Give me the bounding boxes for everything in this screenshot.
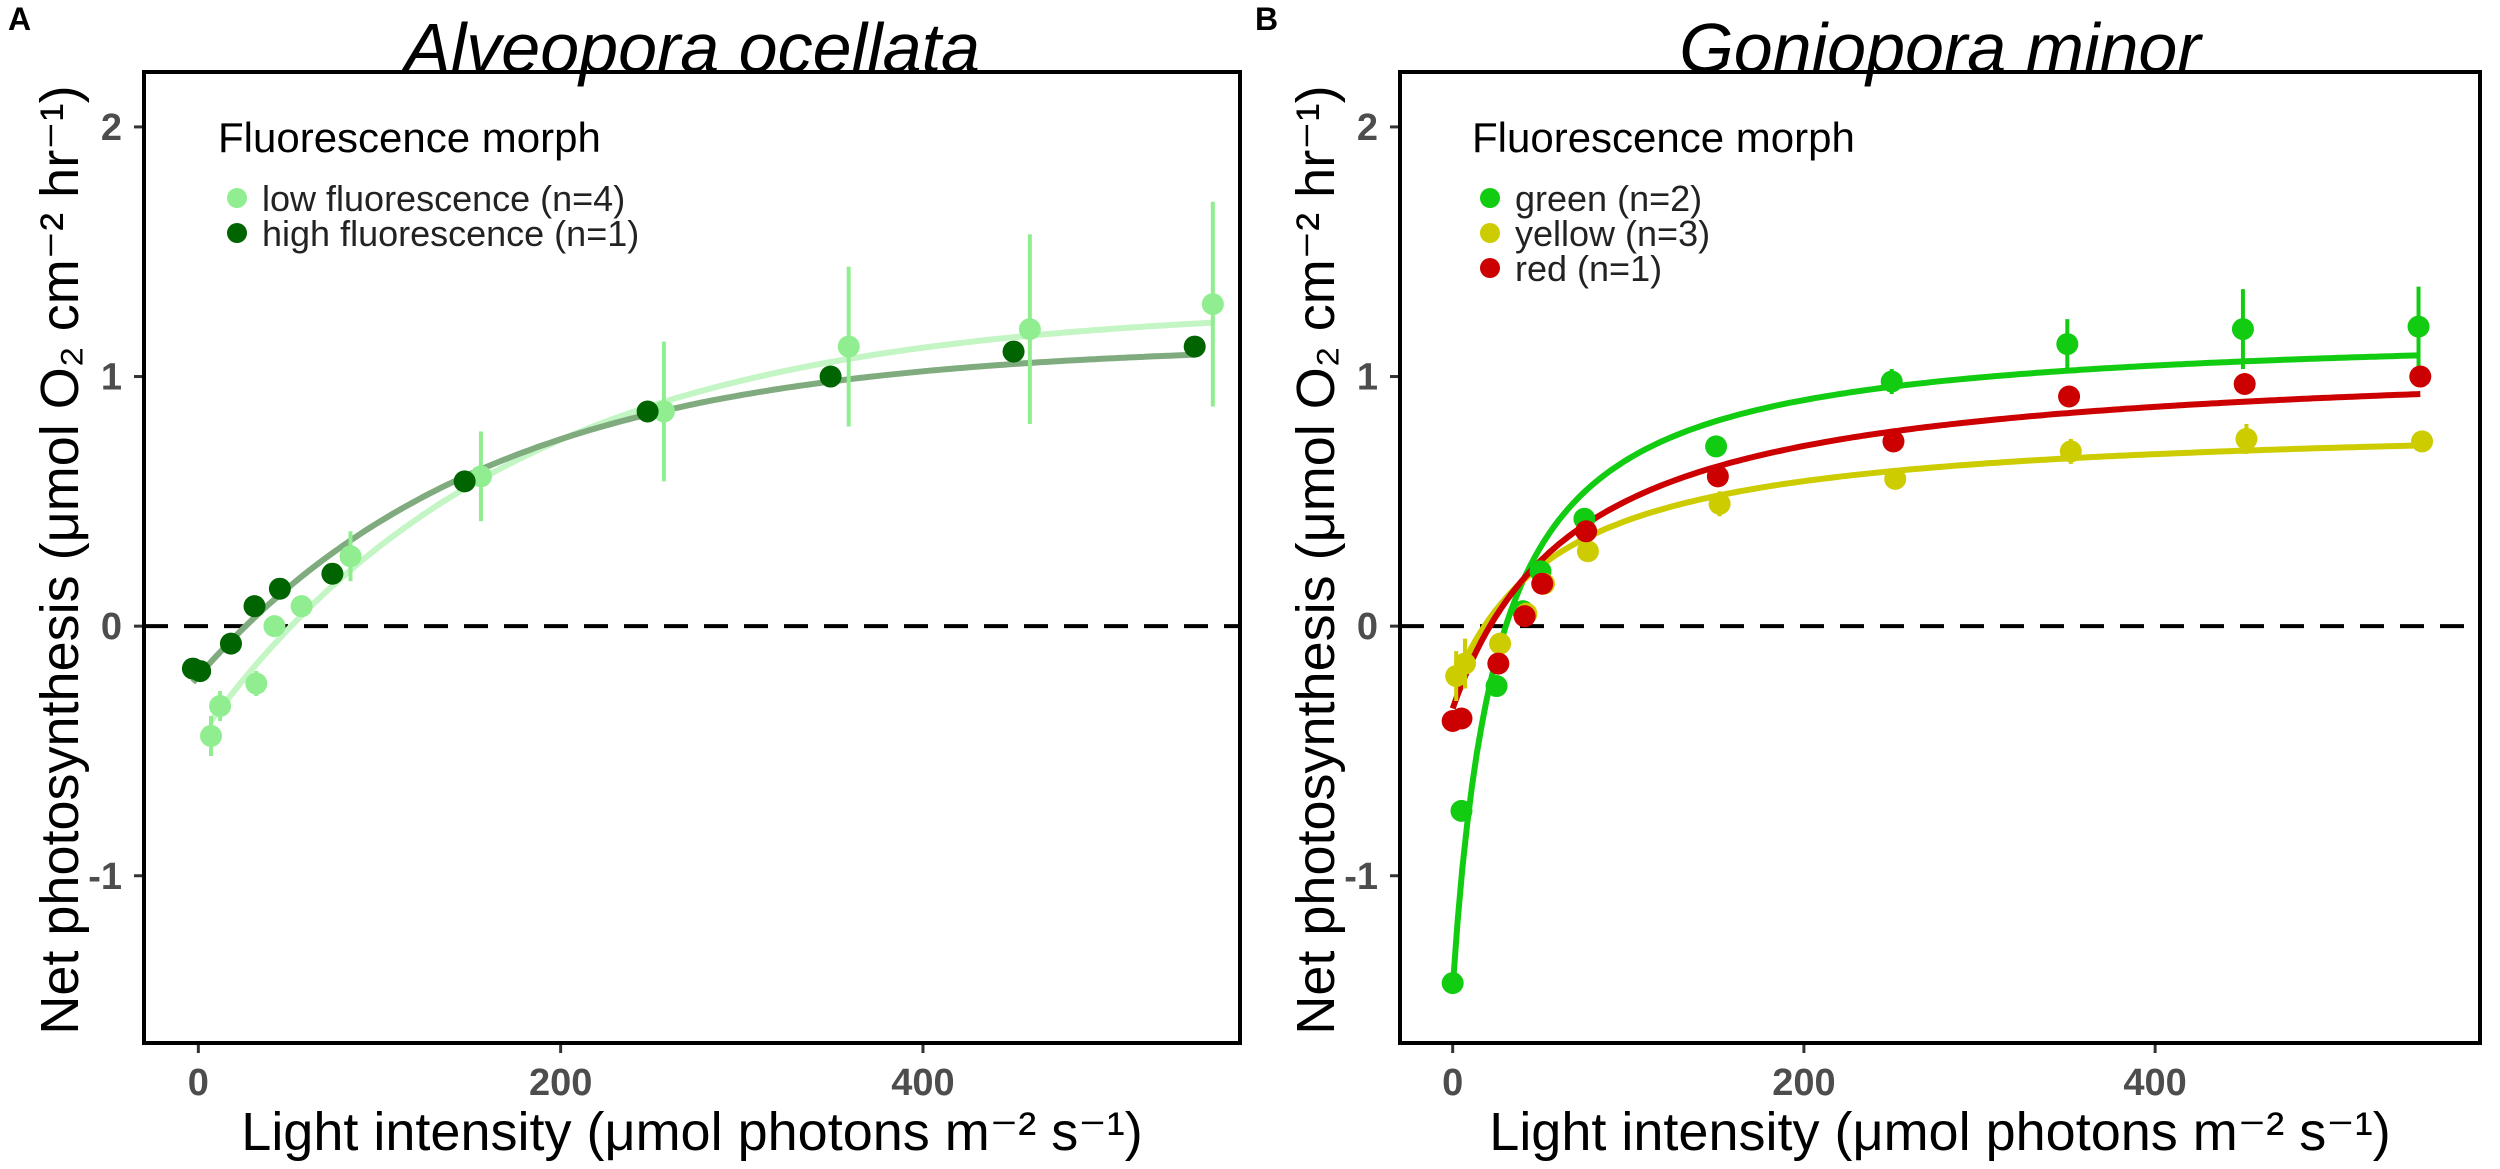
- legend-label: green (n=2): [1515, 178, 1702, 219]
- data-point: [652, 400, 675, 423]
- data-point: [1485, 675, 1508, 698]
- y-tick-label: 2: [101, 107, 122, 149]
- legend-swatch-red: [1480, 258, 1500, 278]
- data-point: [1884, 467, 1907, 490]
- chart-title: Alveopora ocellata: [400, 9, 980, 87]
- fit-curve: [1453, 442, 2423, 682]
- y-axis-label: Net photosynthesis (μmol O₂ cm⁻² hr⁻¹): [30, 85, 90, 1034]
- data-point: [1487, 652, 1510, 675]
- y-tick-label: 1: [1357, 357, 1378, 399]
- x-tick-label: 400: [2123, 1062, 2186, 1104]
- legend-label: high fluorescence (n=1): [262, 213, 639, 254]
- fit-curve: [208, 319, 1213, 723]
- legend-swatch-low: [227, 188, 247, 208]
- data-point: [2231, 318, 2254, 341]
- data-point: [1531, 572, 1554, 595]
- plot-area: 0 200 400 -1 0 1 2: [88, 70, 1242, 1104]
- x-axis-label: Light intensity (μmol photons m⁻² s⁻¹): [1489, 1102, 2390, 1162]
- data-point: [263, 615, 286, 638]
- plot-area: 0 200 400 -1 0 1 2: [1344, 70, 2482, 1104]
- data-point: [1513, 605, 1536, 628]
- data-point: [2411, 430, 2434, 453]
- data-point: [1880, 370, 1903, 393]
- y-tick-label: -1: [1344, 856, 1378, 898]
- data-point: [321, 562, 344, 585]
- panel-a: A Alveopora ocellata Light intensity (μm…: [8, 1, 1242, 1162]
- plot-frame: [1398, 70, 2482, 1045]
- panel-b: B Goniopora minor Light intensity (μmol …: [1255, 1, 2482, 1162]
- legend-title: Fluorescence morph: [218, 114, 601, 161]
- y-tick-label: 2: [1357, 107, 1378, 149]
- data-point: [1489, 632, 1512, 655]
- data-point: [819, 365, 842, 388]
- data-point: [189, 660, 212, 683]
- x-tick-label: 200: [529, 1062, 592, 1104]
- fit-curve: [1449, 352, 2419, 989]
- legend-swatch-high: [227, 223, 247, 243]
- chart-title: Goniopora minor: [1679, 9, 2203, 87]
- y-tick-label: -1: [88, 856, 122, 898]
- data-point: [243, 595, 266, 618]
- y-tick-label: 0: [1357, 606, 1378, 648]
- x-axis-label: Light intensity (μmol photons m⁻² s⁻¹): [241, 1102, 1142, 1162]
- data-point: [1183, 335, 1206, 358]
- data-point: [1441, 972, 1464, 995]
- legend-title: Fluorescence morph: [1472, 114, 1855, 161]
- fit-curve: [1449, 391, 2421, 710]
- panel-label: B: [1255, 1, 1278, 37]
- data-point: [268, 577, 291, 600]
- data-point: [1882, 430, 1905, 453]
- legend-label: low fluorescence (n=4): [262, 178, 625, 219]
- data-point: [1450, 799, 1473, 822]
- x-tick-label: 0: [1442, 1062, 1463, 1104]
- data-point: [2059, 440, 2082, 463]
- data-point: [2056, 333, 2079, 356]
- data-point: [2058, 385, 2081, 408]
- legend-swatch-green: [1480, 188, 1500, 208]
- data-point: [209, 695, 232, 718]
- x-tick-label: 0: [188, 1062, 209, 1104]
- data-point: [1576, 540, 1599, 563]
- data-point: [2409, 365, 2432, 388]
- x-tick-label: 400: [891, 1062, 954, 1104]
- data-point: [339, 545, 362, 568]
- data-point: [1575, 520, 1598, 543]
- plot-frame: [142, 70, 1242, 1045]
- data-point: [1706, 465, 1729, 488]
- data-point: [2235, 427, 2258, 450]
- data-point: [219, 632, 242, 655]
- data-point: [1450, 707, 1473, 730]
- data-point: [1201, 293, 1224, 316]
- data-point: [1708, 492, 1731, 515]
- data-point: [1453, 652, 1476, 675]
- data-point: [2233, 373, 2256, 396]
- data-point: [636, 400, 659, 423]
- data-point: [1002, 340, 1025, 363]
- data-point: [453, 470, 476, 493]
- y-tick-label: 0: [101, 606, 122, 648]
- data-point: [837, 335, 860, 358]
- x-tick-label: 200: [1772, 1062, 1835, 1104]
- data-point: [245, 672, 268, 695]
- legend-swatch-yellow: [1480, 223, 1500, 243]
- data-point: [1018, 318, 1041, 341]
- panel-label: A: [8, 1, 31, 37]
- legend-label: yellow (n=3): [1515, 213, 1710, 254]
- data-point: [290, 595, 313, 618]
- data-point: [1705, 435, 1728, 458]
- legend: low fluorescence (n=4) high fluorescence…: [227, 178, 639, 254]
- fit-curve: [190, 351, 1195, 685]
- y-axis-label: Net photosynthesis (μmol O₂ cm⁻² hr⁻¹): [1286, 85, 1346, 1034]
- data-point: [2407, 315, 2430, 338]
- legend-label: red (n=1): [1515, 248, 1662, 289]
- data-point: [200, 724, 223, 747]
- y-tick-label: 1: [101, 357, 122, 399]
- legend: green (n=2) yellow (n=3) red (n=1): [1480, 178, 1710, 289]
